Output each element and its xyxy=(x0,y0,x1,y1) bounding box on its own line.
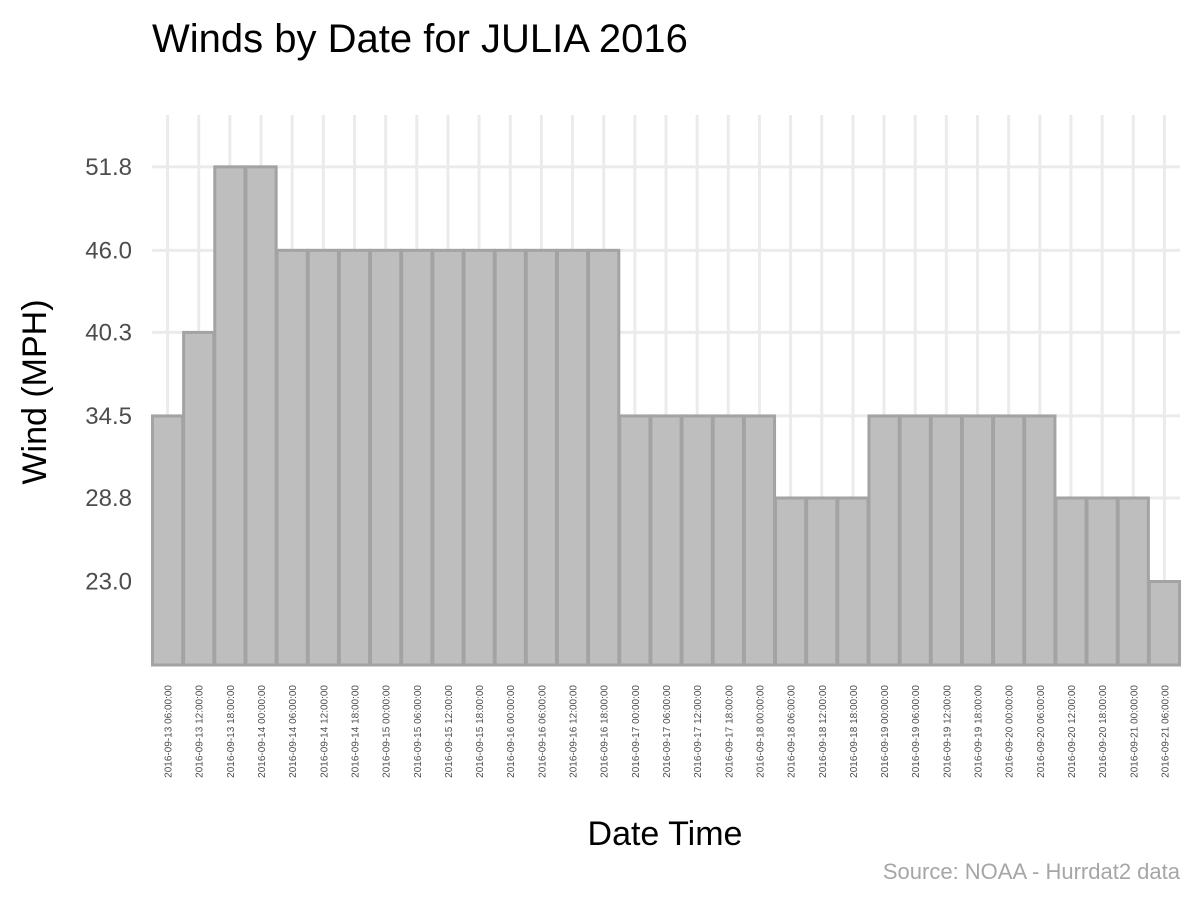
bar xyxy=(462,248,496,667)
x-tick-label: 2016-09-14 06:00:00 xyxy=(288,685,299,778)
y-tick-label: 23.0 xyxy=(85,568,132,595)
x-tick-label: 2016-09-15 12:00:00 xyxy=(444,685,455,778)
x-tick-label: 2016-09-17 18:00:00 xyxy=(724,685,735,778)
x-tick-label: 2016-09-16 00:00:00 xyxy=(506,685,517,778)
bar xyxy=(1054,496,1088,667)
bar xyxy=(929,414,963,667)
bar xyxy=(244,165,278,667)
x-axis-ticks: 2016-09-13 06:00:00 2016-09-13 12:00:00 20… xyxy=(164,685,1172,778)
x-tick-label: 2016-09-19 12:00:00 xyxy=(942,685,953,778)
x-tick-label: 2016-09-18 00:00:00 xyxy=(755,685,766,778)
y-axis-title: Wind (MPH) xyxy=(16,299,54,484)
bar xyxy=(337,248,372,667)
bar xyxy=(960,414,995,667)
bar xyxy=(992,414,1026,667)
y-axis-ticks: 23.0 28.8 34.5 40.3 46.0 51.8 xyxy=(85,154,132,596)
bar xyxy=(524,248,559,667)
x-tick-label: 2016-09-16 18:00:00 xyxy=(600,685,611,778)
bar xyxy=(182,330,216,667)
bar xyxy=(1147,579,1182,667)
y-tick-label: 40.3 xyxy=(85,319,132,346)
x-tick-label: 2016-09-20 18:00:00 xyxy=(1098,685,1109,778)
x-tick-label: 2016-09-18 06:00:00 xyxy=(787,685,798,778)
x-tick-label: 2016-09-14 18:00:00 xyxy=(350,685,361,778)
x-tick-label: 2016-09-17 06:00:00 xyxy=(662,685,673,778)
x-tick-label: 2016-09-19 00:00:00 xyxy=(880,685,891,778)
bar xyxy=(773,496,808,667)
x-tick-label: 2016-09-16 06:00:00 xyxy=(537,685,548,778)
x-tick-label: 2016-09-21 06:00:00 xyxy=(1160,685,1171,778)
bar xyxy=(587,248,621,667)
x-tick-label: 2016-09-19 06:00:00 xyxy=(911,685,922,778)
bar xyxy=(555,248,590,667)
x-tick-label: 2016-09-14 00:00:00 xyxy=(257,685,268,778)
bar xyxy=(711,414,745,667)
x-tick-label: 2016-09-18 12:00:00 xyxy=(818,685,829,778)
x-tick-label: 2016-09-15 18:00:00 xyxy=(475,685,486,778)
x-tick-label: 2016-09-16 12:00:00 xyxy=(569,685,580,778)
bar xyxy=(400,248,434,667)
bars xyxy=(150,165,1182,667)
bar xyxy=(680,414,714,667)
bar xyxy=(805,496,839,667)
bar xyxy=(618,414,652,667)
x-tick-label: 2016-09-20 12:00:00 xyxy=(1067,685,1078,778)
x-tick-label: 2016-09-18 18:00:00 xyxy=(849,685,860,778)
bar xyxy=(836,496,870,667)
x-tick-label: 2016-09-19 18:00:00 xyxy=(974,685,985,778)
y-tick-label: 51.8 xyxy=(85,154,132,181)
x-tick-label: 2016-09-13 18:00:00 xyxy=(226,685,237,778)
bar xyxy=(275,248,309,667)
bar xyxy=(742,414,777,667)
y-tick-label: 28.8 xyxy=(85,485,132,512)
bar xyxy=(1023,414,1057,667)
x-axis-title: Date Time xyxy=(588,815,743,853)
x-tick-label: 2016-09-14 12:00:00 xyxy=(319,685,330,778)
bar xyxy=(431,248,465,667)
bar xyxy=(213,165,247,667)
chart-caption: Source: NOAA - Hurrdat2 data xyxy=(883,859,1181,884)
bar xyxy=(306,248,340,667)
bar xyxy=(150,414,185,667)
bar xyxy=(867,414,901,667)
x-tick-label: 2016-09-17 00:00:00 xyxy=(631,685,642,778)
bar xyxy=(1085,496,1119,667)
x-tick-label: 2016-09-13 06:00:00 xyxy=(164,685,175,778)
y-tick-label: 34.5 xyxy=(85,403,132,430)
x-tick-label: 2016-09-21 00:00:00 xyxy=(1129,685,1140,778)
bar xyxy=(649,414,683,667)
bar xyxy=(898,414,932,667)
x-tick-label: 2016-09-15 06:00:00 xyxy=(413,685,424,778)
x-tick-label: 2016-09-17 12:00:00 xyxy=(693,685,704,778)
x-tick-label: 2016-09-15 00:00:00 xyxy=(382,685,393,778)
y-tick-label: 46.0 xyxy=(85,237,132,264)
bar xyxy=(1116,496,1150,667)
bar xyxy=(369,248,403,667)
x-tick-label: 2016-09-13 12:00:00 xyxy=(195,685,206,778)
chart-title: Winds by Date for JULIA 2016 xyxy=(152,17,688,61)
x-tick-label: 2016-09-20 00:00:00 xyxy=(1005,685,1016,778)
x-tick-label: 2016-09-20 06:00:00 xyxy=(1036,685,1047,778)
bar xyxy=(493,248,527,667)
